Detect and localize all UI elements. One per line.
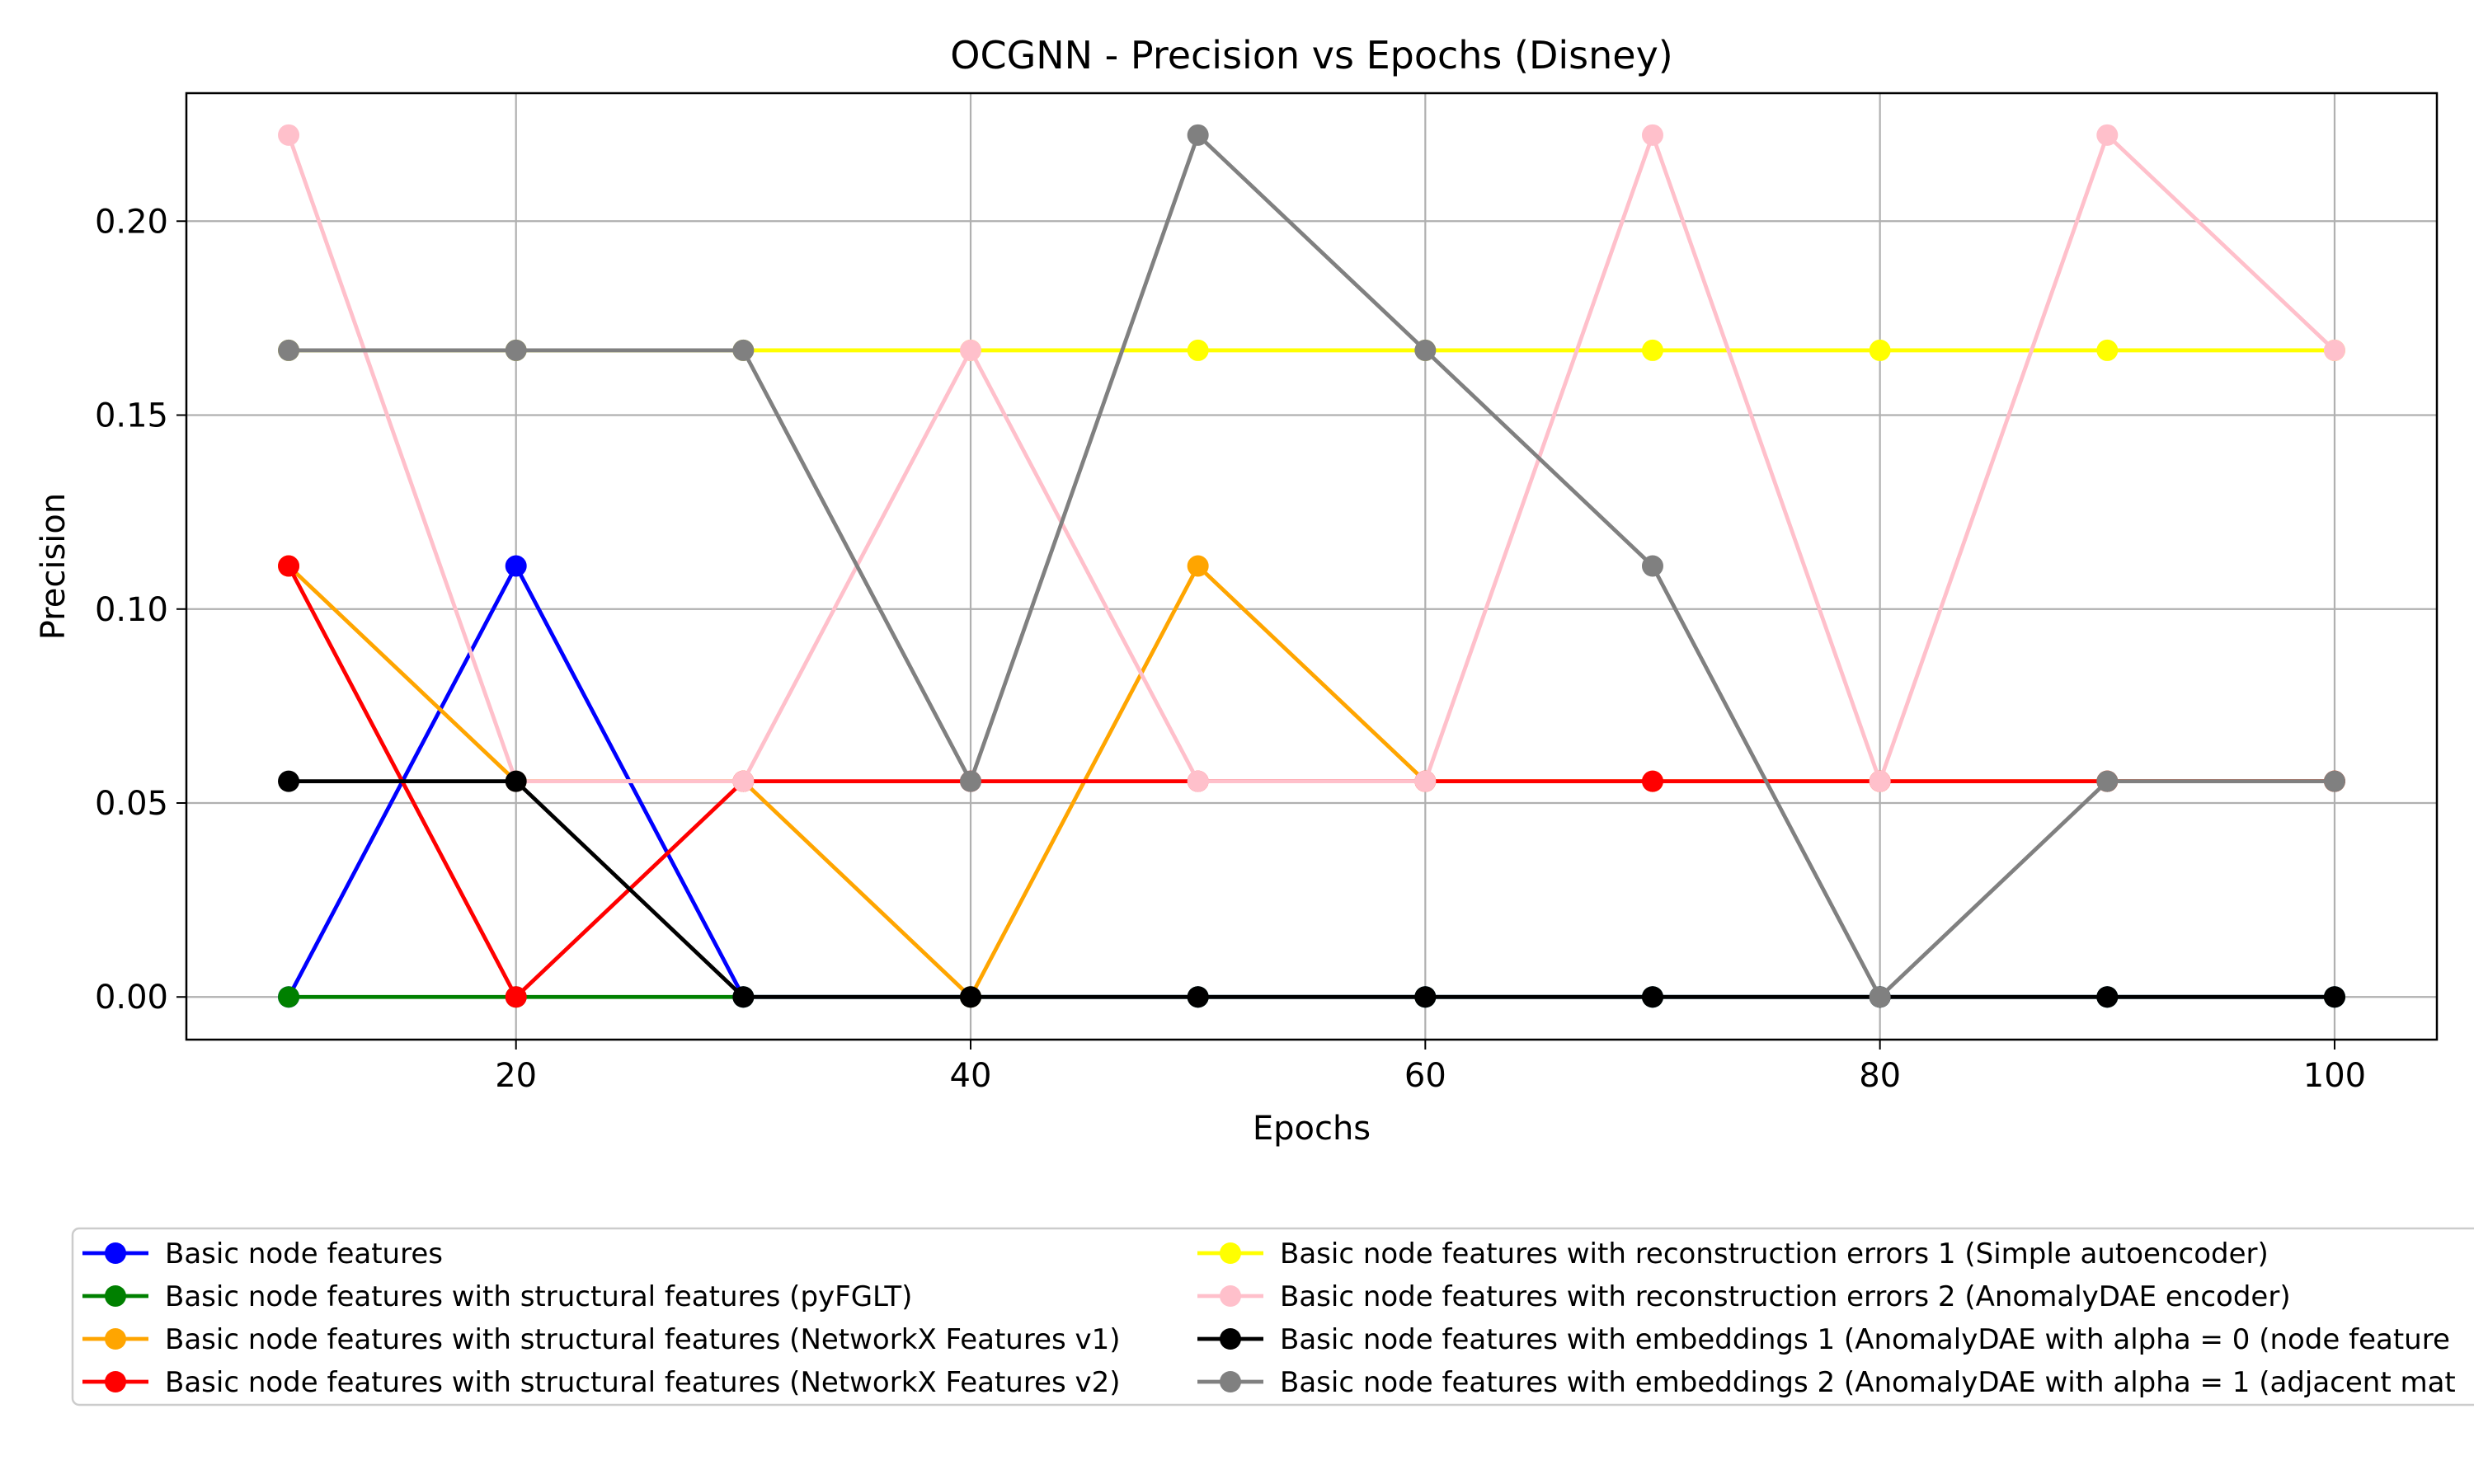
x-tick-label: 100 <box>2303 1057 2366 1095</box>
data-point <box>505 986 527 1008</box>
legend-swatch-marker <box>105 1328 126 1350</box>
data-point <box>505 770 527 792</box>
legend-item: Basic node features <box>82 1237 443 1270</box>
data-point <box>2096 770 2119 792</box>
legend-label: Basic node features with reconstruction … <box>1280 1280 2291 1313</box>
data-point <box>732 339 755 361</box>
legend-swatch-marker <box>1220 1242 1241 1264</box>
data-point <box>1187 770 1209 792</box>
legend-swatch-marker <box>105 1371 126 1392</box>
legend-label: Basic node features with reconstruction … <box>1280 1237 2269 1270</box>
y-tick-label: 0.05 <box>95 785 168 823</box>
chart-title: OCGNN - Precision vs Epochs (Disney) <box>950 33 1673 77</box>
data-point <box>2323 986 2345 1008</box>
data-point <box>960 986 982 1008</box>
data-point <box>960 770 982 792</box>
legend-item: Basic node features with embeddings 1 (A… <box>1197 1323 2450 1356</box>
x-tick-label: 20 <box>495 1057 537 1095</box>
y-tick-label: 0.20 <box>95 203 168 241</box>
legend-swatch-marker <box>105 1242 126 1264</box>
legend-item: Basic node features with embeddings 2 (A… <box>1197 1366 2456 1399</box>
series-8 <box>278 124 2345 1008</box>
data-point <box>1869 770 1891 792</box>
data-point <box>1641 555 1663 577</box>
legend-item: Basic node features with structural feat… <box>82 1323 1121 1356</box>
x-tick-label: 60 <box>1404 1057 1446 1095</box>
legend-label: Basic node features with embeddings 2 (A… <box>1280 1366 2456 1399</box>
x-tick-label: 80 <box>1859 1057 1901 1095</box>
data-point <box>1414 986 1437 1008</box>
data-point <box>1187 986 1209 1008</box>
legend-item: Basic node features with structural feat… <box>82 1366 1121 1399</box>
data-point <box>732 770 755 792</box>
series-line <box>286 133 2336 784</box>
legend-label: Basic node features with embeddings 1 (A… <box>1280 1323 2450 1356</box>
y-tick-label: 0.10 <box>95 591 168 629</box>
data-point <box>505 555 527 577</box>
data-point <box>732 986 755 1008</box>
data-point <box>1187 339 1209 361</box>
legend: Basic node features Basic node features w… <box>71 1227 2474 1407</box>
x-tick-label: 40 <box>950 1057 992 1095</box>
legend-item: Basic node features with structural feat… <box>82 1280 912 1313</box>
y-tick-label: 0.00 <box>95 979 168 1017</box>
data-point <box>278 339 300 361</box>
data-point <box>278 124 300 146</box>
data-point <box>1187 124 1209 146</box>
data-point <box>1414 770 1437 792</box>
y-axis-label: Precision <box>35 493 73 640</box>
data-point <box>2323 770 2345 792</box>
data-point <box>278 986 300 1008</box>
x-axis-label: Epochs <box>1253 1110 1371 1148</box>
legend-box <box>71 1227 2474 1407</box>
y-tick-label: 0.15 <box>95 397 168 435</box>
legend-label: Basic node features with structural feat… <box>165 1280 912 1313</box>
legend-swatch-marker <box>1220 1371 1241 1392</box>
series-line <box>289 779 2335 999</box>
data-point <box>1414 339 1437 361</box>
axis-ticks: 20 40 60 80 100 0.00 0.05 0.10 0.15 0.20 <box>95 203 2366 1095</box>
data-point <box>278 770 300 792</box>
series-line <box>289 133 2335 999</box>
data-point <box>505 339 527 361</box>
legend-label: Basic node features <box>165 1237 443 1270</box>
legend-swatch-marker <box>105 1285 126 1307</box>
data-point <box>278 555 300 577</box>
legend-label: Basic node features with structural feat… <box>165 1366 1121 1399</box>
legend-item: Basic node features with reconstruction … <box>1197 1237 2269 1270</box>
plot-frame <box>185 92 2439 1041</box>
data-point <box>1641 124 1663 146</box>
data-point <box>1641 986 1663 1008</box>
data-point <box>960 339 982 361</box>
data-point <box>2096 339 2119 361</box>
data-point <box>2323 339 2345 361</box>
data-point <box>1641 770 1663 792</box>
data-point <box>1641 339 1663 361</box>
data-point <box>2096 986 2119 1008</box>
data-point <box>1869 339 1891 361</box>
series-group <box>278 124 2345 1008</box>
data-point <box>2096 124 2119 146</box>
data-point <box>1869 986 1891 1008</box>
legend-item: Basic node features with reconstruction … <box>1197 1280 2291 1313</box>
data-point <box>1187 555 1209 577</box>
legend-swatch-marker <box>1220 1285 1241 1307</box>
legend-swatch-marker <box>1220 1328 1241 1350</box>
legend-label: Basic node features with structural feat… <box>165 1323 1121 1356</box>
